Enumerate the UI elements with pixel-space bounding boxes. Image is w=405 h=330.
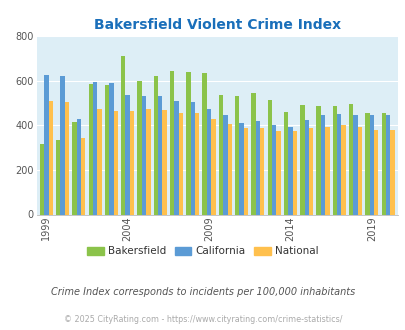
Bar <box>48 101 53 214</box>
Bar <box>162 110 166 214</box>
Bar <box>72 122 77 214</box>
Bar <box>308 128 313 214</box>
Bar <box>109 83 113 214</box>
Bar <box>218 95 223 214</box>
Text: Crime Index corresponds to incidents per 100,000 inhabitants: Crime Index corresponds to incidents per… <box>51 287 354 297</box>
Bar <box>125 95 130 214</box>
Bar <box>288 126 292 214</box>
Bar <box>283 112 288 214</box>
Bar <box>251 93 255 214</box>
Bar <box>178 113 183 214</box>
Bar <box>276 131 280 214</box>
Bar <box>243 128 247 214</box>
Bar <box>97 109 102 214</box>
Bar <box>146 109 150 214</box>
Bar <box>304 120 308 214</box>
Bar <box>104 85 109 214</box>
Bar <box>324 126 329 214</box>
Bar <box>190 102 194 214</box>
Text: © 2025 CityRating.com - https://www.cityrating.com/crime-statistics/: © 2025 CityRating.com - https://www.city… <box>64 315 341 324</box>
Bar <box>369 115 373 214</box>
Bar <box>158 96 162 214</box>
Bar <box>137 81 141 214</box>
Bar <box>56 140 60 214</box>
Bar <box>194 113 199 214</box>
Bar <box>88 84 93 214</box>
Bar <box>357 126 361 214</box>
Bar <box>348 104 352 214</box>
Title: Bakersfield Violent Crime Index: Bakersfield Violent Crime Index <box>94 18 340 32</box>
Bar <box>207 109 211 214</box>
Legend: Bakersfield, California, National: Bakersfield, California, National <box>83 242 322 260</box>
Bar <box>44 75 48 215</box>
Bar <box>364 113 369 214</box>
Bar <box>211 119 215 214</box>
Bar <box>332 107 336 214</box>
Bar <box>381 113 385 214</box>
Bar <box>170 71 174 214</box>
Bar <box>385 115 389 214</box>
Bar <box>336 114 341 214</box>
Bar <box>202 73 207 215</box>
Bar <box>389 130 394 214</box>
Bar <box>77 119 81 214</box>
Bar <box>141 96 146 214</box>
Bar <box>60 77 65 215</box>
Bar <box>174 101 178 214</box>
Bar <box>292 131 296 214</box>
Bar <box>223 115 227 214</box>
Bar <box>239 123 243 214</box>
Bar <box>121 56 125 214</box>
Bar <box>271 125 276 214</box>
Bar <box>352 115 357 214</box>
Bar <box>255 121 260 214</box>
Bar <box>130 111 134 214</box>
Bar <box>93 82 97 214</box>
Bar <box>40 144 44 214</box>
Bar <box>341 125 345 214</box>
Bar <box>113 111 118 214</box>
Bar <box>267 100 271 214</box>
Bar <box>373 130 377 214</box>
Bar <box>186 72 190 215</box>
Bar <box>315 107 320 214</box>
Bar <box>227 124 231 214</box>
Bar <box>320 115 324 214</box>
Bar <box>299 105 304 214</box>
Bar <box>81 138 85 214</box>
Bar <box>260 128 264 214</box>
Bar <box>65 102 69 214</box>
Bar <box>234 96 239 214</box>
Bar <box>153 77 158 215</box>
